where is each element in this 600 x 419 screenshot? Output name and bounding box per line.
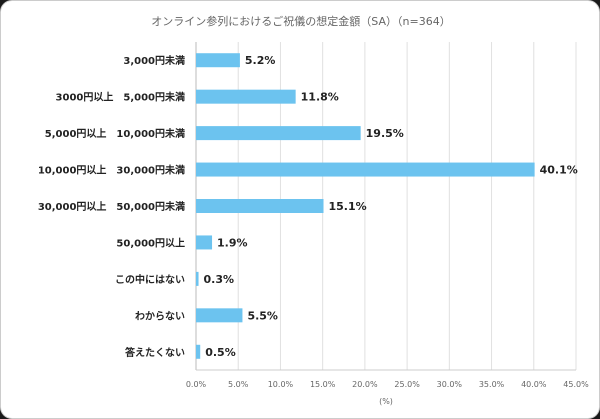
x-axis-label: (%) [379, 397, 393, 406]
bar [196, 235, 213, 250]
x-tick-label: 5.0% [228, 380, 249, 389]
bar [196, 89, 296, 104]
x-tick-label: 40.0% [521, 380, 547, 389]
bar [196, 308, 243, 323]
chart-title: オンライン参列におけるご祝儀の想定金額（SA）（n=364） [151, 15, 451, 28]
x-tick-label: 15.0% [310, 380, 336, 389]
data-label: 15.1% [329, 200, 367, 213]
bar [196, 271, 199, 286]
category-label: 5,000円以上 10,000円未満 [45, 127, 185, 140]
category-label: 3,000円未満 [123, 54, 185, 67]
data-label: 19.5% [366, 127, 404, 140]
data-label: 1.9% [217, 236, 248, 249]
bar [196, 162, 535, 177]
data-label: 11.8% [301, 91, 339, 104]
data-label: 40.1% [540, 164, 578, 177]
category-label: 3000円以上 5,000円未満 [56, 91, 185, 104]
bar [196, 199, 324, 213]
category-label: 10,000円以上 30,000円未満 [38, 164, 185, 177]
x-tick-label: 30.0% [437, 380, 463, 389]
x-tick-label: 35.0% [479, 380, 505, 389]
bar [196, 344, 201, 359]
bar [196, 126, 361, 141]
x-tick-label: 0.0% [186, 380, 207, 389]
x-tick-label: 45.0% [563, 380, 589, 389]
data-label: 0.5% [205, 346, 236, 359]
x-tick-label: 10.0% [268, 380, 294, 389]
data-label: 5.2% [245, 54, 276, 67]
category-label: 30,000円以上 50,000円未満 [38, 200, 185, 213]
x-tick-label: 20.0% [352, 380, 378, 389]
data-label: 0.3% [204, 273, 235, 286]
bar [196, 53, 240, 68]
category-label: この中にはない [115, 273, 185, 286]
category-label: 50,000円以上 [116, 236, 185, 249]
category-label: わからない [135, 310, 185, 322]
data-label: 5.5% [247, 309, 278, 322]
category-label: 答えたくない [124, 346, 185, 359]
x-tick-label: 25.0% [394, 380, 420, 389]
